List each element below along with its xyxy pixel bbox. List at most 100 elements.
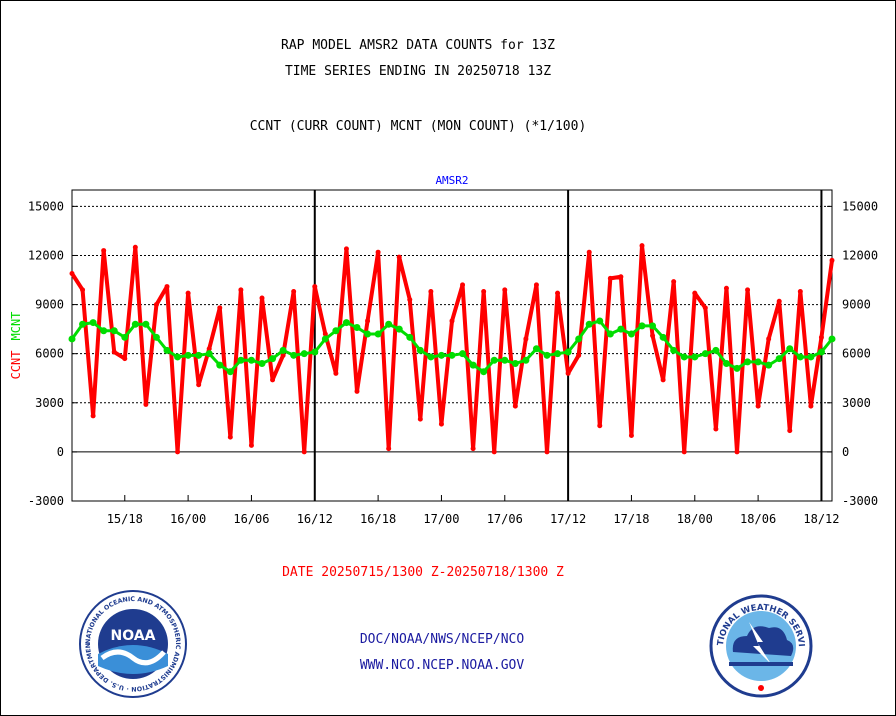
data-point-mcnt bbox=[828, 335, 836, 343]
data-point-mcnt bbox=[216, 361, 224, 369]
data-point-ccnt bbox=[555, 290, 561, 296]
data-point-mcnt bbox=[807, 353, 815, 361]
data-point-mcnt bbox=[638, 322, 646, 330]
data-point-mcnt bbox=[522, 356, 530, 364]
data-point-ccnt bbox=[481, 288, 487, 294]
y-tick-label-right: 15000 bbox=[842, 199, 878, 213]
data-point-ccnt bbox=[248, 442, 254, 448]
data-point-ccnt bbox=[650, 333, 656, 339]
data-point-ccnt bbox=[217, 305, 223, 311]
data-point-mcnt bbox=[205, 350, 213, 358]
data-point-mcnt bbox=[68, 335, 76, 343]
data-point-mcnt bbox=[110, 327, 118, 335]
data-point-mcnt bbox=[532, 345, 540, 353]
data-point-mcnt bbox=[184, 351, 192, 359]
y-tick-label-right: -3000 bbox=[842, 494, 878, 508]
chart-title: RAP MODEL AMSR2 DATA COUNTS for 13Z bbox=[281, 38, 555, 53]
x-tick-label: 17/12 bbox=[550, 512, 586, 526]
x-tick-label: 17/06 bbox=[487, 512, 523, 526]
data-point-mcnt bbox=[342, 319, 350, 327]
data-point-ccnt bbox=[291, 288, 297, 294]
data-point-ccnt bbox=[343, 246, 349, 252]
y-axis-label-ccnt: CCNT bbox=[9, 351, 23, 380]
data-point-mcnt bbox=[195, 351, 203, 359]
data-point-mcnt bbox=[501, 356, 509, 364]
data-point-ccnt bbox=[322, 331, 328, 337]
data-point-mcnt bbox=[511, 360, 519, 368]
x-tick-label: 18/06 bbox=[740, 512, 776, 526]
data-point-mcnt bbox=[247, 356, 255, 364]
data-point-mcnt bbox=[765, 361, 773, 369]
data-point-mcnt bbox=[490, 356, 498, 364]
data-point-ccnt bbox=[196, 382, 202, 388]
data-point-ccnt bbox=[576, 352, 582, 358]
data-point-ccnt bbox=[417, 416, 423, 422]
data-point-ccnt bbox=[597, 423, 603, 429]
data-point-mcnt bbox=[258, 360, 266, 368]
data-point-mcnt bbox=[279, 346, 287, 354]
data-point-mcnt bbox=[226, 368, 234, 376]
y-tick-label-right: 0 bbox=[842, 445, 849, 459]
data-point-mcnt bbox=[627, 330, 635, 338]
data-point-mcnt bbox=[459, 350, 467, 358]
data-point-mcnt bbox=[670, 346, 678, 354]
data-point-ccnt bbox=[628, 433, 634, 439]
data-point-ccnt bbox=[164, 284, 170, 290]
data-point-ccnt bbox=[227, 434, 233, 440]
y-tick-label-left: 6000 bbox=[35, 347, 64, 361]
x-tick-label: 18/12 bbox=[803, 512, 839, 526]
data-point-mcnt bbox=[543, 351, 551, 359]
data-point-ccnt bbox=[565, 370, 571, 376]
data-point-ccnt bbox=[354, 388, 360, 394]
data-point-ccnt bbox=[143, 401, 149, 407]
org-path-label: DOC/NOAA/NWS/NCEP/NCO bbox=[359, 632, 525, 647]
data-point-ccnt bbox=[407, 297, 413, 303]
data-point-ccnt bbox=[713, 426, 719, 432]
data-point-mcnt bbox=[100, 327, 108, 335]
data-point-ccnt bbox=[502, 287, 508, 293]
y-tick-label-right: 9000 bbox=[842, 298, 871, 312]
data-point-ccnt bbox=[797, 288, 803, 294]
data-point-ccnt bbox=[301, 449, 307, 455]
data-point-mcnt bbox=[269, 355, 277, 363]
data-point-mcnt bbox=[596, 317, 604, 325]
data-point-ccnt bbox=[639, 243, 645, 249]
data-point-ccnt bbox=[428, 288, 434, 294]
data-point-ccnt bbox=[681, 449, 687, 455]
data-point-ccnt bbox=[734, 449, 740, 455]
data-point-ccnt bbox=[533, 282, 539, 288]
y-axis-label: CCNT MCNT bbox=[9, 312, 23, 380]
data-point-ccnt bbox=[175, 449, 181, 455]
data-point-ccnt bbox=[365, 318, 371, 324]
data-point-ccnt bbox=[723, 285, 729, 291]
y-tick-label-right: 12000 bbox=[842, 248, 878, 262]
data-point-mcnt bbox=[416, 346, 424, 354]
data-point-mcnt bbox=[469, 361, 477, 369]
data-point-mcnt bbox=[680, 353, 688, 361]
data-point-mcnt bbox=[121, 333, 129, 341]
data-point-ccnt bbox=[386, 446, 392, 452]
data-point-ccnt bbox=[438, 421, 444, 427]
data-point-mcnt bbox=[427, 353, 435, 361]
data-point-mcnt bbox=[575, 335, 583, 343]
data-point-mcnt bbox=[448, 351, 456, 359]
data-point-mcnt bbox=[79, 320, 87, 328]
website-link[interactable]: WWW.NCO.NCEP.NOAA.GOV bbox=[359, 658, 525, 673]
data-point-ccnt bbox=[270, 377, 276, 383]
data-point-ccnt bbox=[470, 446, 476, 452]
data-point-ccnt bbox=[618, 274, 624, 280]
data-point-ccnt bbox=[185, 290, 191, 296]
data-point-mcnt bbox=[89, 319, 97, 327]
data-point-mcnt bbox=[321, 335, 329, 343]
data-point-ccnt bbox=[132, 244, 138, 250]
data-point-mcnt bbox=[237, 356, 245, 364]
data-point-ccnt bbox=[460, 282, 466, 288]
y-tick-label-left: 0 bbox=[57, 445, 64, 459]
data-point-mcnt bbox=[174, 353, 182, 361]
data-point-ccnt bbox=[818, 334, 824, 340]
data-point-mcnt bbox=[786, 345, 794, 353]
data-point-ccnt bbox=[69, 270, 75, 276]
data-point-mcnt bbox=[617, 325, 625, 333]
data-point-mcnt bbox=[300, 350, 308, 358]
